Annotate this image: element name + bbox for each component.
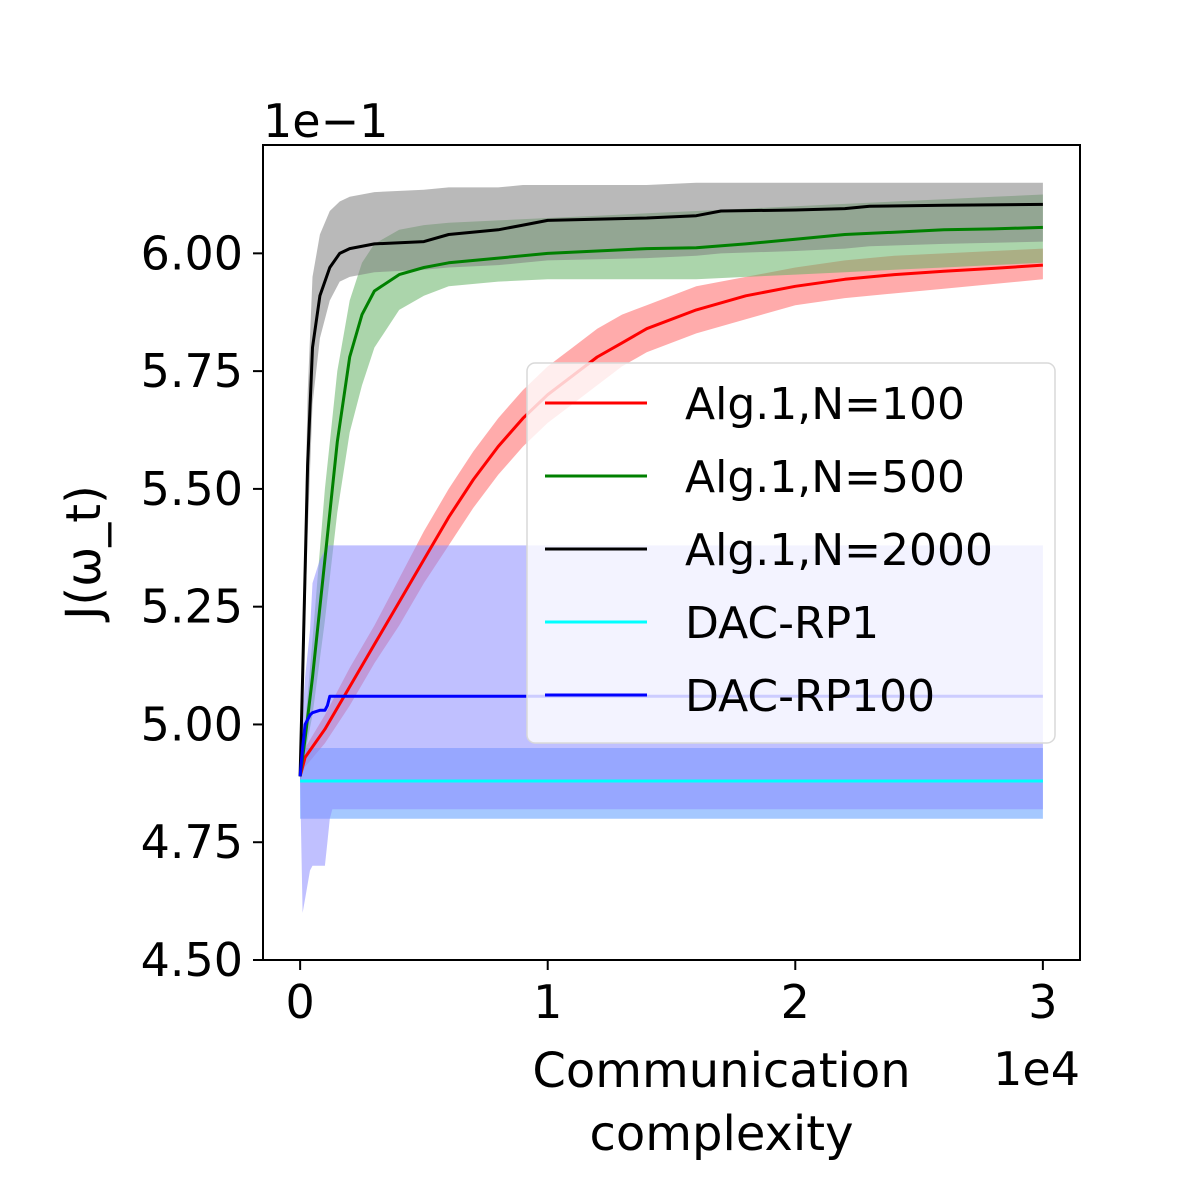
y-tick-label: 5.25	[141, 580, 243, 634]
y-tick-label: 5.50	[141, 462, 243, 516]
y-tick-label: 5.75	[141, 344, 243, 398]
x-axis: 0 1 2 3	[285, 960, 1058, 1029]
x-axis-label-line-2: complexity	[590, 1106, 854, 1162]
x-offset-label: 1e4	[993, 1042, 1080, 1096]
y-axis: 4.50 4.75 5.00 5.25 5.50 5.75 6.00	[141, 226, 263, 987]
x-axis-label-line-1: Communication	[532, 1043, 910, 1099]
legend-label: Alg.1,N=100	[685, 379, 965, 430]
y-axis-label: J(ω_t)	[56, 485, 112, 623]
legend-label: DAC-RP100	[685, 671, 935, 722]
y-tick-label: 4.50	[141, 933, 243, 987]
x-tick-label: 1	[533, 975, 562, 1029]
x-tick-label: 3	[1028, 975, 1057, 1029]
legend-box	[526, 362, 1056, 744]
legend-label: DAC-RP1	[685, 598, 879, 649]
legend-label: Alg.1,N=2000	[685, 525, 993, 576]
y-tick-label: 4.75	[141, 815, 243, 869]
y-offset-label: 1e−1	[263, 94, 388, 148]
x-tick-label: 0	[285, 975, 314, 1029]
x-tick-label: 2	[781, 975, 810, 1029]
line-Alg.1,N=500	[298, 225, 1043, 777]
plot-frame	[262, 144, 1081, 961]
y-tick-label: 5.00	[141, 697, 243, 751]
y-tick-label: 6.00	[141, 226, 243, 280]
legend: Alg.1,N=100 Alg.1,N=500 Alg.1,N=2000 DAC-RP…	[526, 362, 1056, 744]
line-Alg.1,N=2000	[298, 202, 1043, 777]
legend-label: Alg.1,N=500	[685, 452, 965, 503]
